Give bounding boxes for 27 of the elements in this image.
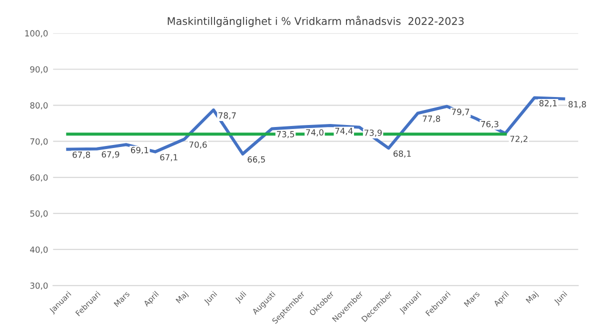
data-label: 78,7 bbox=[218, 112, 236, 120]
data-label: 81,8 bbox=[568, 101, 586, 108]
data-label: 70,6 bbox=[189, 141, 207, 149]
data-label: 82,1 bbox=[539, 100, 557, 108]
data-label: 67,1 bbox=[160, 154, 178, 162]
chart-title: Maskintillgänglighet i % Vridkarm månadsvis 2022-2023 bbox=[168, 16, 464, 28]
data-label: 79,7 bbox=[452, 108, 470, 116]
y-tick-label: 50,0 bbox=[30, 210, 48, 218]
y-tick-label: 100,0 bbox=[25, 30, 48, 38]
y-tick-label: 80,0 bbox=[30, 102, 48, 110]
data-label: 74,4 bbox=[335, 128, 353, 135]
y-tick-label: 30,0 bbox=[30, 282, 48, 290]
data-label: 68,1 bbox=[394, 150, 411, 158]
data-label: 77,8 bbox=[422, 116, 440, 123]
data-label: 67,8 bbox=[72, 152, 90, 159]
y-tick-label: 40,0 bbox=[30, 246, 48, 254]
data-label: 74,0 bbox=[306, 129, 324, 136]
y-tick-label: 70,0 bbox=[30, 138, 48, 146]
data-label: 76,3 bbox=[481, 120, 498, 128]
data-label: 69,1 bbox=[130, 146, 148, 154]
data-label: 73,9 bbox=[364, 130, 382, 137]
data-label: 72,2 bbox=[510, 136, 528, 143]
data-label: 67,9 bbox=[102, 151, 120, 158]
data-label: 73,5 bbox=[276, 131, 294, 138]
y-tick-label: 90,0 bbox=[30, 66, 48, 74]
data-label: 66,5 bbox=[248, 156, 265, 164]
y-tick-label: 60,0 bbox=[30, 174, 48, 182]
